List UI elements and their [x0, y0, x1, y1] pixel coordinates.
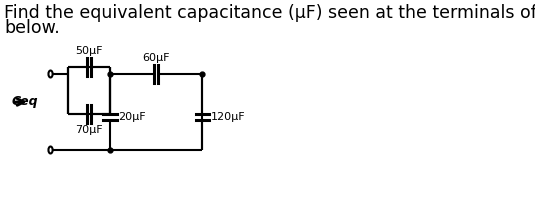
Text: 50μF: 50μF [75, 46, 103, 56]
Text: 120μF: 120μF [210, 112, 245, 122]
Text: 60μF: 60μF [142, 53, 170, 63]
Text: 20μF: 20μF [118, 112, 146, 122]
Text: Find the equivalent capacitance (μF) seen at the terminals of the circuit: Find the equivalent capacitance (μF) see… [4, 4, 535, 22]
Text: Ceq: Ceq [12, 95, 39, 109]
Text: below.: below. [4, 19, 60, 37]
Text: 70μF: 70μF [75, 125, 103, 135]
